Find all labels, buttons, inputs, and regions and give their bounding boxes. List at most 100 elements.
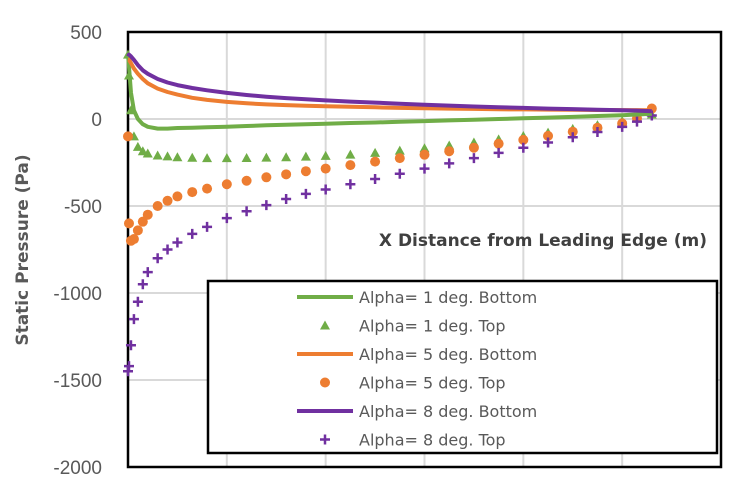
data-point-marker — [345, 179, 356, 190]
series-group — [123, 49, 657, 377]
data-point-marker — [142, 209, 153, 220]
data-point-marker — [261, 172, 272, 183]
data-point-marker — [241, 152, 252, 162]
data-point-marker — [320, 150, 331, 160]
legend-box — [206, 279, 719, 455]
data-point-marker — [132, 225, 143, 236]
data-point-marker — [137, 279, 148, 290]
series-alpha-5-deg-top — [123, 103, 657, 246]
data-point-marker — [468, 153, 479, 164]
data-point-marker — [518, 142, 529, 153]
legend-label: Alpha= 1 deg. Top — [359, 317, 506, 336]
y-tick-label: -2000 — [53, 458, 102, 479]
data-point-marker — [172, 152, 183, 162]
data-point-marker — [241, 175, 252, 186]
data-point-marker — [419, 163, 430, 174]
data-point-marker — [300, 166, 311, 177]
data-point-marker — [128, 234, 139, 245]
data-point-marker — [241, 206, 252, 217]
series-alpha-8-deg-top — [123, 110, 657, 377]
data-point-marker — [543, 130, 554, 141]
legend: Alpha= 1 deg. Bottom Alpha= 1 deg. Top Alp… — [206, 279, 719, 455]
data-point-marker — [419, 149, 430, 160]
data-point-marker — [394, 145, 405, 155]
data-point-marker — [444, 158, 455, 169]
data-point-marker — [592, 127, 603, 138]
data-point-marker — [187, 152, 198, 162]
data-point-marker — [162, 244, 173, 255]
y-tick-label: -1000 — [53, 284, 102, 305]
data-point-marker — [320, 184, 331, 195]
data-point-marker — [132, 296, 143, 307]
data-point-marker — [261, 152, 272, 162]
data-point-marker — [202, 153, 213, 163]
data-point-marker — [518, 134, 529, 145]
series-alpha-8-deg-bottom — [126, 52, 652, 114]
data-point-marker — [300, 151, 311, 161]
data-point-marker — [132, 141, 143, 151]
data-point-marker — [202, 183, 213, 194]
data-point-marker — [123, 131, 133, 142]
data-point-marker — [128, 314, 139, 325]
data-point-marker — [631, 116, 642, 127]
data-point-marker — [261, 200, 272, 211]
data-point-marker — [320, 163, 331, 174]
y-tick-labels: 500 0 -500 -1000 -1500 -2000 — [53, 23, 102, 479]
data-point-marker — [221, 153, 232, 163]
data-point-marker — [444, 146, 455, 157]
data-point-marker — [221, 179, 232, 190]
data-point-marker — [152, 201, 163, 211]
data-point-marker — [125, 340, 136, 351]
y-tick-label: -500 — [64, 197, 102, 218]
data-point-marker — [370, 147, 381, 157]
data-point-marker — [172, 237, 183, 248]
y-tick-label: 0 — [91, 110, 102, 131]
data-point-marker — [345, 160, 356, 171]
series-line — [126, 52, 652, 114]
data-point-marker — [142, 148, 153, 158]
data-point-marker — [137, 216, 148, 227]
data-point-marker — [567, 132, 578, 143]
data-point-marker — [142, 267, 153, 278]
data-point-marker — [187, 187, 198, 198]
data-point-marker — [172, 191, 183, 202]
data-point-marker — [345, 149, 356, 159]
data-point-marker — [300, 188, 311, 199]
x-axis-title: X Distance from Leading Edge (m) — [379, 231, 707, 251]
data-point-marker — [162, 151, 173, 161]
data-point-marker — [394, 153, 405, 164]
data-point-marker — [394, 168, 405, 179]
y-axis-title: Static Pressure (Pa) — [13, 154, 33, 345]
data-point-marker — [370, 174, 381, 185]
data-point-marker — [221, 213, 232, 224]
data-point-marker — [123, 218, 134, 229]
legend-marker-swatch — [320, 434, 330, 445]
data-point-marker — [567, 126, 578, 137]
legend-label: Alpha= 1 deg. Bottom — [359, 288, 537, 307]
series-alpha-1-deg-bottom — [126, 54, 652, 131]
data-point-marker — [152, 150, 163, 160]
legend-label: Alpha= 5 deg. Top — [359, 374, 506, 393]
legend-label: Alpha= 8 deg. Bottom — [359, 402, 537, 421]
data-point-marker — [162, 195, 173, 206]
legend-marker-swatch — [320, 320, 330, 330]
data-point-marker — [202, 221, 213, 232]
series-line — [126, 54, 652, 131]
data-point-marker — [493, 147, 504, 158]
data-point-marker — [419, 143, 430, 153]
data-point-marker — [617, 121, 628, 132]
plot-area-border — [126, 30, 723, 469]
legend-label: Alpha= 8 deg. Top — [359, 431, 506, 450]
y-tick-label: -1500 — [53, 371, 102, 392]
data-point-marker — [543, 137, 554, 148]
data-point-marker — [370, 156, 381, 167]
data-point-marker — [152, 253, 163, 264]
data-point-marker — [281, 194, 292, 205]
data-point-marker — [123, 361, 134, 372]
legend-marker-swatch — [320, 377, 330, 388]
data-point-marker — [281, 169, 292, 180]
legend-label: Alpha= 5 deg. Bottom — [359, 345, 537, 364]
data-point-marker — [468, 142, 479, 153]
data-point-marker — [281, 152, 292, 162]
